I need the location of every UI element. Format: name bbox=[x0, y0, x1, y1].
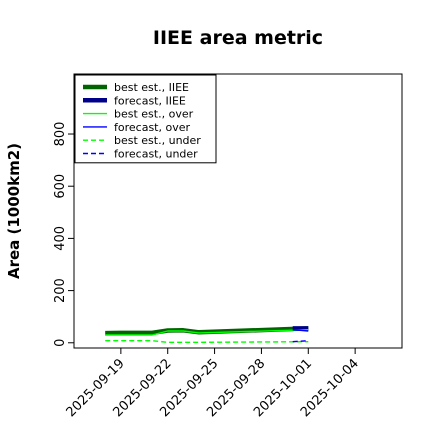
series-line-forecast-under bbox=[292, 340, 309, 343]
y-tick-label: 200 bbox=[53, 278, 68, 303]
y-axis-label: Area (1000km2) bbox=[5, 143, 23, 279]
series-line-best-est-under bbox=[105, 340, 309, 343]
legend-entry-label: forecast, IIEE bbox=[114, 94, 186, 107]
legend-box bbox=[74, 74, 217, 164]
y-tick-label: 0 bbox=[53, 339, 68, 347]
legend-entry-label: forecast, over bbox=[114, 121, 190, 134]
legend-entry-label: best est., IIEE bbox=[114, 81, 189, 94]
plot-area bbox=[73, 73, 403, 349]
y-tick-label: 800 bbox=[53, 122, 68, 147]
legend-entry-label: best est., under bbox=[114, 134, 201, 147]
y-axis-ticks: 0 200 400 600 800 bbox=[53, 122, 74, 347]
series-line-best-est-over bbox=[105, 329, 309, 336]
y-tick-label: 600 bbox=[53, 174, 68, 199]
series-line-forecast-over bbox=[292, 329, 309, 332]
legend-entry-label: best est., over bbox=[114, 108, 194, 121]
y-tick-label: 400 bbox=[53, 226, 68, 251]
x-axis-ticks: 2025-09-192025-09-222025-09-252025-09-28… bbox=[64, 348, 362, 420]
chart-title: IIEE area metric bbox=[153, 27, 323, 49]
legend-entry-label: forecast, under bbox=[114, 148, 198, 161]
series-lines bbox=[105, 326, 309, 343]
